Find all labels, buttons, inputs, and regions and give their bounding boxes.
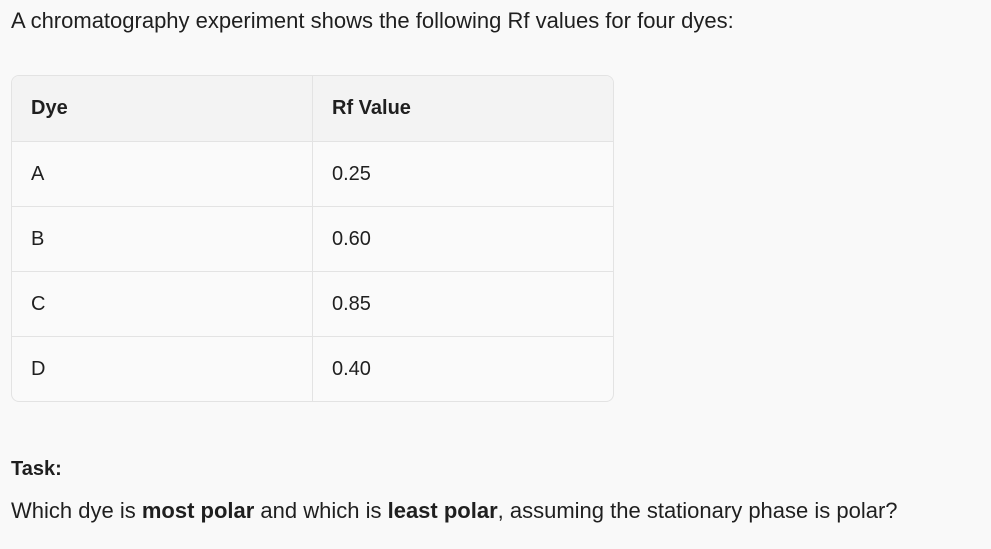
table-cell: 0.40 <box>332 357 371 380</box>
table-cell: C <box>12 271 313 337</box>
table-cell: B <box>12 206 313 272</box>
header-cell: Rf Value <box>312 76 613 142</box>
table-cell: A <box>12 141 313 207</box>
table-row: D 0.40 <box>12 336 613 401</box>
header-row: Dye Rf Value <box>12 76 613 142</box>
intro-text: A chromatography experiment shows the fo… <box>11 8 734 33</box>
rf-table: Dye Rf Value A 0.25 B 0.60 C 0.85 D 0.40 <box>12 76 613 401</box>
table-row: A 0.25 <box>12 141 613 207</box>
table-body: A 0.25 B 0.60 C 0.85 D 0.40 <box>12 141 613 401</box>
question-text: Which dye is <box>11 498 142 523</box>
header-cell: Dye <box>12 76 313 142</box>
question-text: and which is <box>254 498 388 523</box>
table-cell: 0.60 <box>312 206 613 272</box>
task-label: Task: <box>11 458 62 480</box>
table-cell: 0.85 <box>312 271 613 337</box>
table-row: B 0.60 <box>12 206 613 272</box>
table-container: Dye Rf Value A 0.25 B 0.60 C 0.85 D 0.40 <box>11 75 614 402</box>
emphasis: least polar <box>387 498 498 523</box>
question-text: , assuming the stationary phase is polar… <box>497 498 898 523</box>
table-cell: D <box>12 336 313 401</box>
table-cell: 0.25 <box>312 141 613 207</box>
question: Which dye is most polar and which is lea… <box>11 498 898 524</box>
emphasis: most polar <box>141 498 255 523</box>
table-row: C 0.85 <box>12 271 613 337</box>
